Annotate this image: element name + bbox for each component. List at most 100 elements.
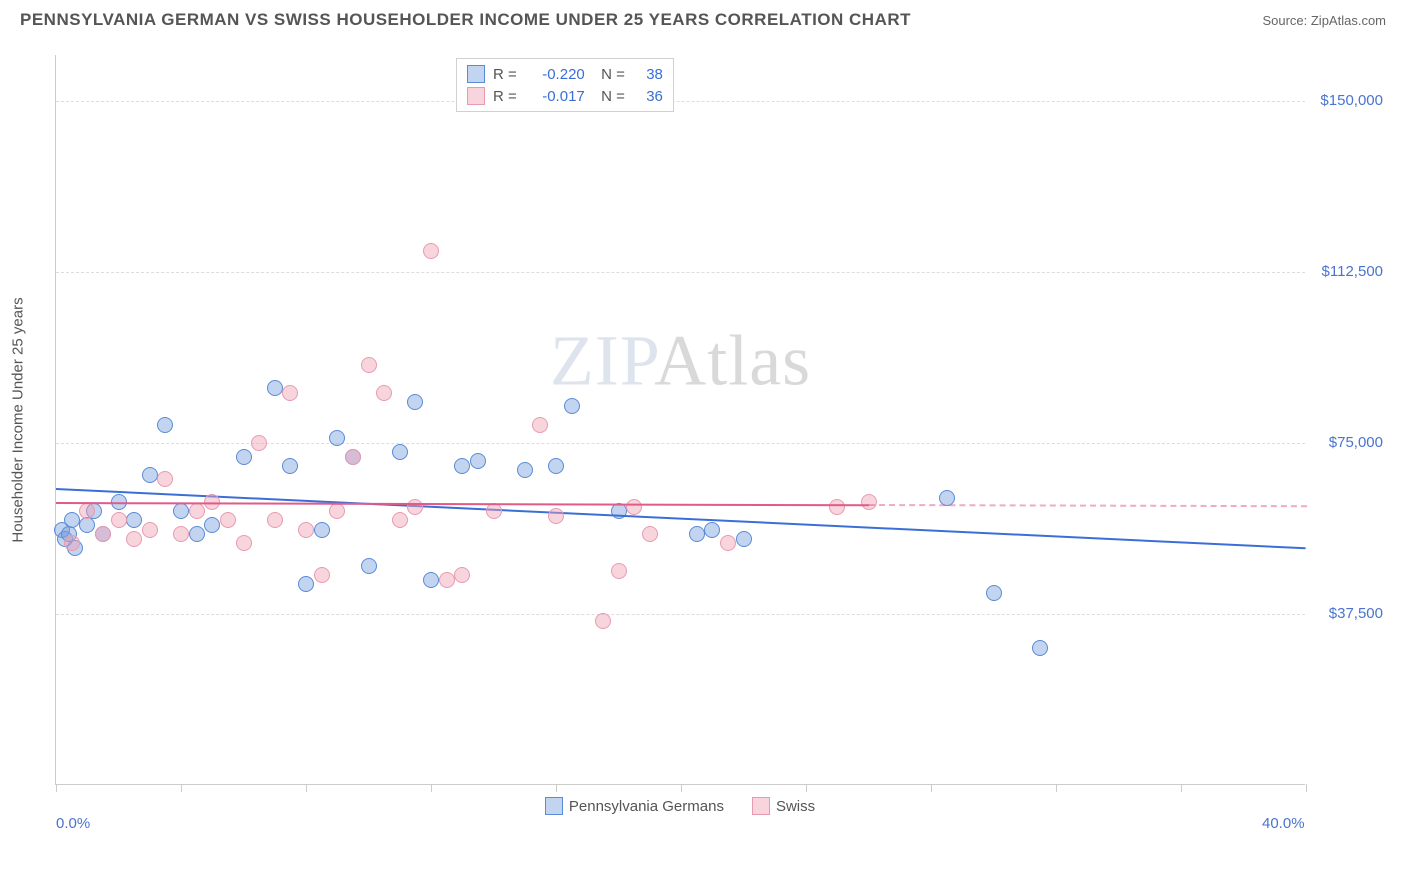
- stat-r-label: R =: [493, 88, 517, 105]
- y-axis-label: Householder Income Under 25 years: [10, 297, 27, 542]
- data-point-swiss: [423, 243, 439, 259]
- data-point-swiss: [79, 503, 95, 519]
- stat-n-value: 36: [633, 88, 663, 105]
- data-point-swiss: [548, 508, 564, 524]
- data-point-swiss: [439, 572, 455, 588]
- data-point-swiss: [95, 526, 111, 542]
- data-point-swiss: [236, 535, 252, 551]
- data-point-pg: [236, 449, 252, 465]
- chart-area: ZIPAtlas R = -0.220 N = 38R = -0.017 N =…: [55, 55, 1385, 825]
- correlation-stats-box: R = -0.220 N = 38R = -0.017 N = 36: [456, 58, 674, 112]
- data-point-swiss: [720, 535, 736, 551]
- source-label: Source: ZipAtlas.com: [1262, 13, 1386, 28]
- data-point-swiss: [189, 503, 205, 519]
- legend-item-swiss: Swiss: [752, 797, 815, 815]
- data-point-swiss: [345, 449, 361, 465]
- data-point-pg: [79, 517, 95, 533]
- stats-row-swiss: R = -0.017 N = 36: [467, 85, 663, 107]
- data-point-pg: [157, 417, 173, 433]
- data-point-swiss: [595, 613, 611, 629]
- x-tick: [1056, 784, 1057, 792]
- x-tick: [806, 784, 807, 792]
- data-point-pg: [689, 526, 705, 542]
- y-tick-label: $37,500: [1329, 605, 1383, 622]
- x-tick: [1181, 784, 1182, 792]
- gridline: [56, 443, 1305, 444]
- y-tick-label: $75,000: [1329, 434, 1383, 451]
- legend-swatch-pg: [545, 797, 563, 815]
- data-point-pg: [142, 467, 158, 483]
- gridline: [56, 101, 1305, 102]
- data-point-pg: [298, 576, 314, 592]
- stat-n-value: 38: [633, 66, 663, 83]
- data-point-pg: [392, 444, 408, 460]
- stat-n-label: N =: [593, 66, 625, 83]
- data-point-swiss: [626, 499, 642, 515]
- gridline: [56, 614, 1305, 615]
- data-point-pg: [564, 398, 580, 414]
- x-tick: [431, 784, 432, 792]
- x-tick: [931, 784, 932, 792]
- data-point-pg: [361, 558, 377, 574]
- data-point-swiss: [157, 471, 173, 487]
- stat-n-label: N =: [593, 88, 625, 105]
- data-point-swiss: [173, 526, 189, 542]
- data-point-pg: [704, 522, 720, 538]
- data-point-swiss: [407, 499, 423, 515]
- data-point-swiss: [282, 385, 298, 401]
- data-point-swiss: [392, 512, 408, 528]
- legend: Pennsylvania Germans Swiss: [55, 797, 1305, 819]
- data-point-swiss: [376, 385, 392, 401]
- data-point-pg: [470, 453, 486, 469]
- x-tick: [681, 784, 682, 792]
- data-point-swiss: [111, 512, 127, 528]
- data-point-pg: [282, 458, 298, 474]
- stat-r-value: -0.017: [525, 88, 585, 105]
- stat-r-label: R =: [493, 66, 517, 83]
- data-point-swiss: [64, 535, 80, 551]
- data-point-pg: [454, 458, 470, 474]
- data-point-swiss: [329, 503, 345, 519]
- stat-r-value: -0.220: [525, 66, 585, 83]
- data-point-swiss: [454, 567, 470, 583]
- data-point-pg: [189, 526, 205, 542]
- swatch-pg: [467, 65, 485, 83]
- data-point-swiss: [611, 563, 627, 579]
- x-tick: [56, 784, 57, 792]
- data-point-pg: [204, 517, 220, 533]
- data-point-swiss: [642, 526, 658, 542]
- data-point-pg: [548, 458, 564, 474]
- gridline: [56, 272, 1305, 273]
- data-point-swiss: [314, 567, 330, 583]
- x-tick: [306, 784, 307, 792]
- legend-swatch-swiss: [752, 797, 770, 815]
- y-tick-label: $112,500: [1322, 263, 1383, 280]
- data-point-swiss: [298, 522, 314, 538]
- plot-area: ZIPAtlas R = -0.220 N = 38R = -0.017 N =…: [55, 55, 1305, 785]
- stats-row-pg: R = -0.220 N = 38: [467, 63, 663, 85]
- legend-label: Swiss: [776, 798, 815, 815]
- legend-item-pg: Pennsylvania Germans: [545, 797, 724, 815]
- data-point-swiss: [829, 499, 845, 515]
- data-point-pg: [329, 430, 345, 446]
- x-tick: [556, 784, 557, 792]
- data-point-pg: [423, 572, 439, 588]
- data-point-swiss: [126, 531, 142, 547]
- data-point-pg: [126, 512, 142, 528]
- y-tick-label: $150,000: [1320, 92, 1383, 109]
- data-point-swiss: [361, 357, 377, 373]
- data-point-swiss: [251, 435, 267, 451]
- data-point-swiss: [220, 512, 236, 528]
- x-tick: [181, 784, 182, 792]
- data-point-swiss: [861, 494, 877, 510]
- chart-title: PENNSYLVANIA GERMAN VS SWISS HOUSEHOLDER…: [20, 10, 911, 30]
- data-point-pg: [407, 394, 423, 410]
- data-point-pg: [267, 380, 283, 396]
- data-point-pg: [1032, 640, 1048, 656]
- data-point-swiss: [267, 512, 283, 528]
- watermark: ZIPAtlas: [550, 320, 811, 403]
- legend-label: Pennsylvania Germans: [569, 798, 724, 815]
- data-point-pg: [173, 503, 189, 519]
- data-point-swiss: [486, 503, 502, 519]
- data-point-swiss: [532, 417, 548, 433]
